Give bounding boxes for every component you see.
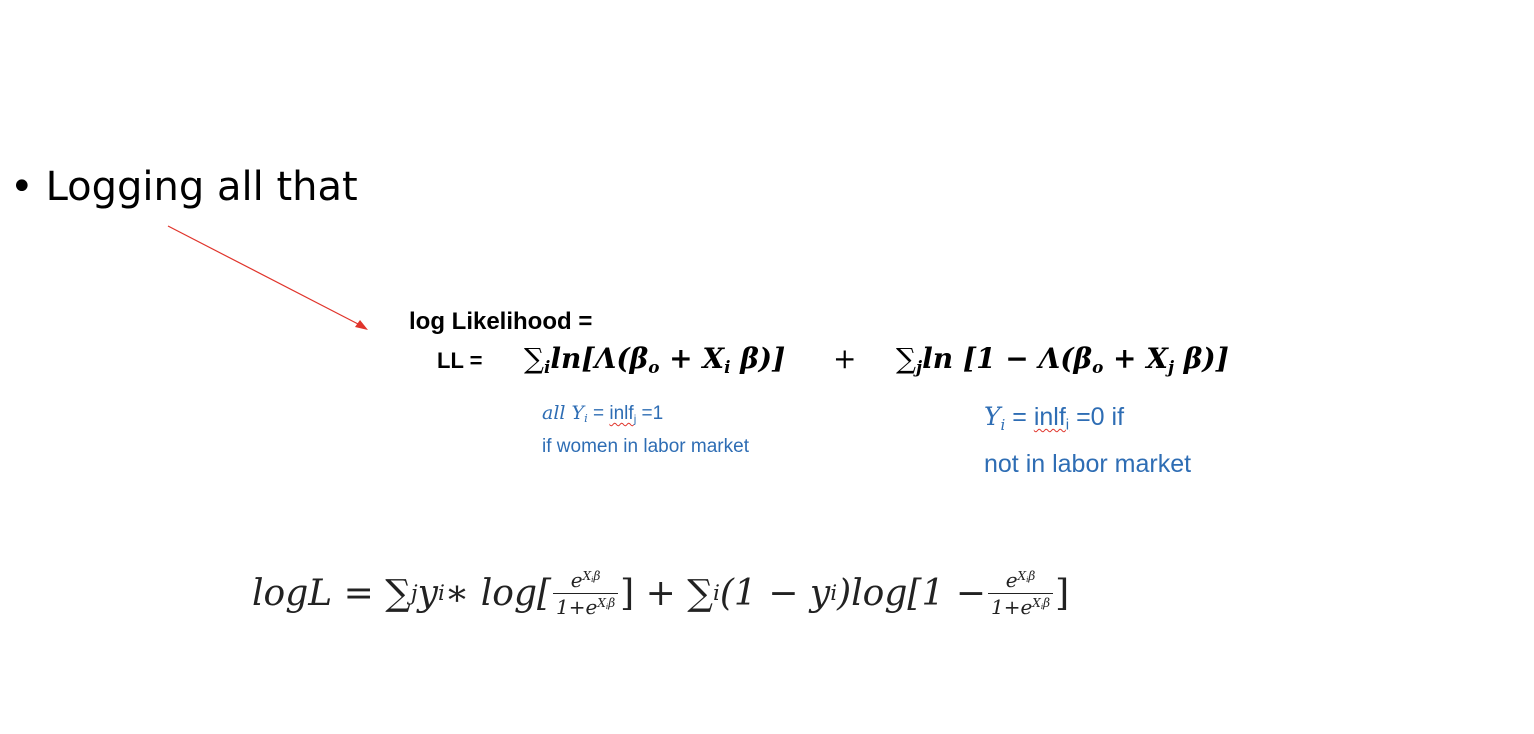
bottom-part1-sub: i [437,581,445,606]
note-right-eq: = [1005,403,1034,431]
note-left-line-2: if women in labor market [542,436,749,458]
note-labor-market-in: all Yi = inlfj =1 if women in labor mark… [542,399,749,461]
sum-symbol: ∑ [524,342,544,375]
bottom-part1: y [417,573,438,614]
equation-plus: + [833,342,857,375]
bottom-lhs: logL = ∑ [252,573,411,614]
fraction-2-numerator: eXiβ [1003,568,1039,593]
ll-label: LL = [437,348,483,373]
sum-symbol: ∑ [896,342,916,375]
bottom-mid: ] + ∑ [620,573,713,614]
note-right-var: Y [984,402,1001,431]
frac1-num-sup-sub: i [591,574,594,584]
beta-sub: o [1092,357,1104,378]
fraction-2-denominator: 1+eXiβ [987,593,1054,619]
frac2-num-sup-sub: i [1026,574,1029,584]
frac1-num-sup: X [582,568,592,583]
beta-sub: o [648,357,660,378]
log-likelihood-title: log Likelihood = [409,308,593,335]
term2-mid: + X [1103,342,1168,375]
frac2-num-base: e [1005,568,1018,592]
sum-index: i [544,357,551,378]
fraction-1-numerator: eXiβ [568,568,604,593]
bullet-heading: • Logging all that [10,162,358,212]
frac2-den-beta: β [1043,595,1051,610]
bottom-part2-sub: i [830,581,838,606]
note-labor-market-out: Yi = inlfi =0 if not in labor market [984,398,1191,483]
frac2-den-sup: X [1032,595,1041,610]
note-right-word-text: inlf [1033,403,1066,431]
equation-term-1: ∑iln[Λ(βo + Xi β)] [524,342,785,377]
note-right-line-2: not in labor market [984,449,1192,478]
bottom-part2: (1 − y [719,573,831,614]
bullet-text: Logging all that [45,164,358,210]
bottom-end: ] [1055,573,1070,614]
equation-term-2: ∑jln [1 − Λ(βo + Xj β)] [896,342,1229,377]
sum-index: j [916,357,923,378]
note-left-var: all Y [542,402,585,424]
term2-body: ln [1 − Λ(β [922,342,1093,375]
frac2-den-base: 1+e [990,595,1033,619]
frac2-den-sup-sub: i [1040,601,1044,611]
term1-end: β)] [730,342,786,375]
bottom-sum1-sub: j [410,581,418,606]
arrow-line [167,225,361,326]
x-sub: j [1167,357,1175,378]
fraction-1: eXiβ 1+eXiβ [553,568,619,619]
note-left-line-1: all Yi = inlfj =1 [542,399,749,433]
bottom-sum2-sub: i [712,581,720,606]
frac1-num-base: e [570,568,583,592]
note-right-var-sub: i [1000,415,1006,434]
term2-end: β)] [1174,342,1229,375]
note-left-var-sub: i [584,411,588,426]
note-right-word: inlfi [1033,403,1070,434]
note-left-word-sub: j [633,413,637,426]
note-left-word-text: inlf [609,403,634,424]
frac2-num-beta: β [1028,568,1036,583]
frac1-den-base: 1+e [556,595,598,619]
bottom-part1-rest: ∗ log[ [444,573,552,614]
note-left-eq: = [587,403,610,424]
bullet-symbol: • [10,164,34,210]
frac1-num-beta: β [593,568,601,583]
note-left-word: inlfj [609,403,637,426]
frac1-den-sup-sub: i [605,601,609,611]
note-right-rest: =0 if [1069,403,1125,431]
frac1-den-beta: β [608,595,616,610]
term1-body: ln[Λ(β [550,342,649,375]
fraction-2: eXiβ 1+eXiβ [987,568,1054,619]
bottom-part2-rest: )log[1 − [837,573,986,614]
fraction-1-denominator: 1+eXiβ [553,593,619,619]
frac2-num-sup: X [1017,568,1027,583]
note-left-rest: =1 [636,403,664,424]
note-right-line-1: Yi = inlfi =0 if [984,398,1191,445]
frac1-den-sup: X [597,595,606,610]
note-right-word-sub: i [1065,416,1070,434]
term1-mid: + X [659,342,725,375]
arrow-head [355,320,368,330]
x-sub: i [724,357,731,378]
